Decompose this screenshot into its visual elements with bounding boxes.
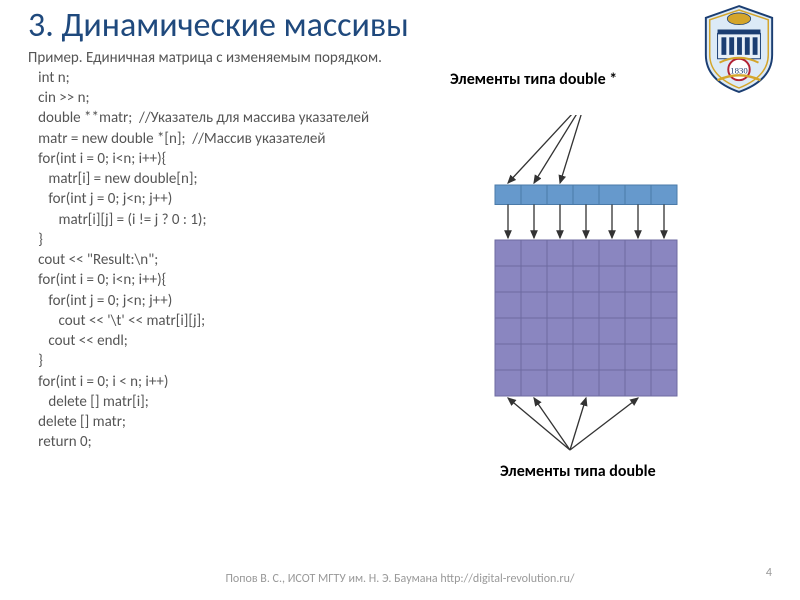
slide-footer: Попов В. С., ИСОТ МГТУ им. Н. Э. Баумана… (0, 572, 800, 586)
label-elements-double-ptr: Элементы типа double * (450, 70, 620, 89)
slide-title: 3. Динамические массивы (28, 8, 772, 44)
page-number: 4 (766, 566, 772, 580)
pointer-matrix-diagram (430, 115, 770, 515)
slide: 3. Динамические массивы Пример. Единична… (0, 0, 800, 600)
svg-text:1830: 1830 (730, 65, 748, 75)
university-logo: 1830 (700, 4, 778, 94)
